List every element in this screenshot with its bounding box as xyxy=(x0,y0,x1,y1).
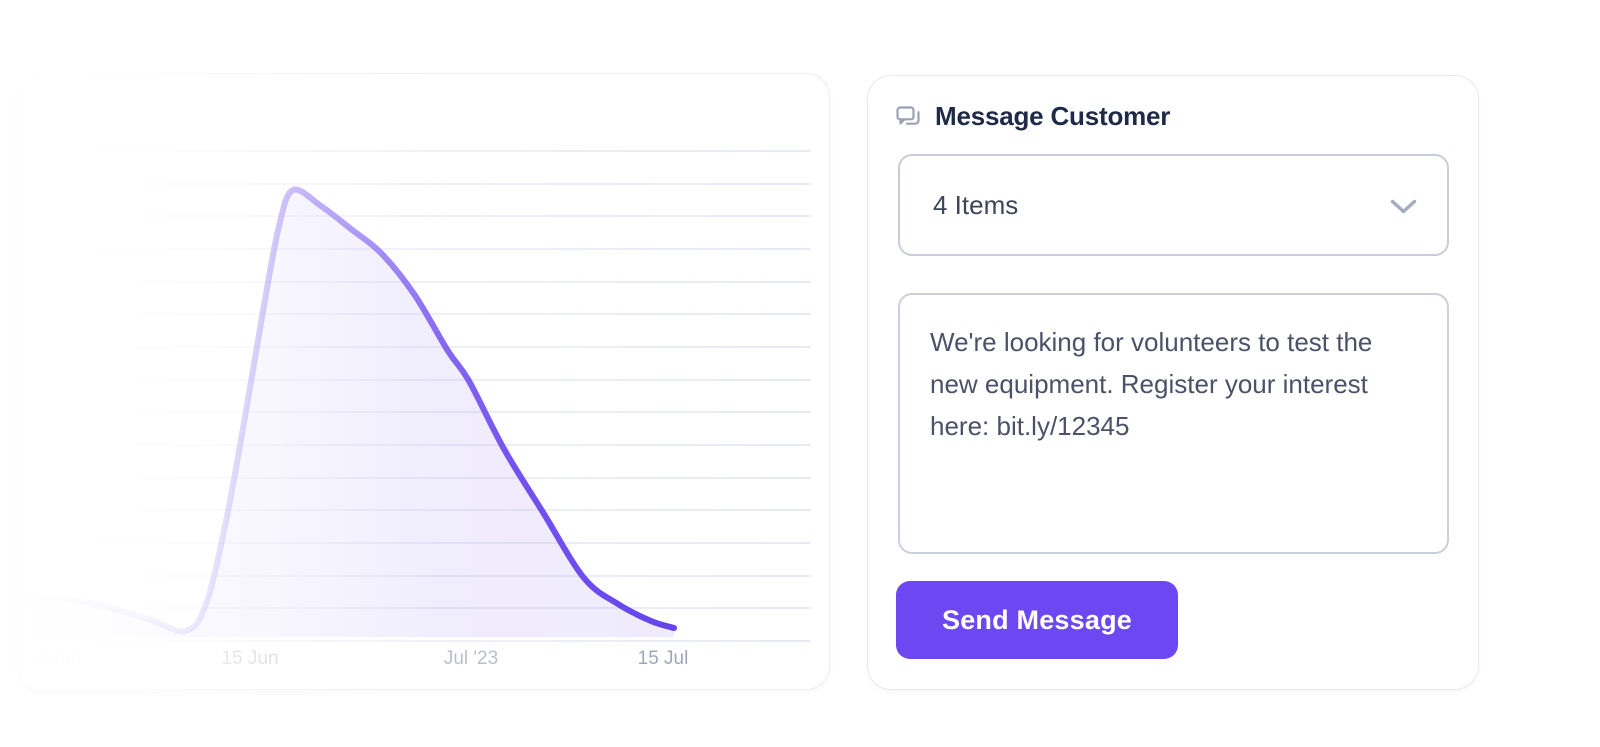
card-header: Message Customer xyxy=(894,101,1170,132)
svg-text:1 Jun: 1 Jun xyxy=(35,648,81,669)
items-dropdown-value: 4 Items xyxy=(933,189,1019,220)
send-message-button[interactable]: Send Message xyxy=(896,581,1178,659)
message-textarea[interactable]: We're looking for volunteers to test the… xyxy=(898,293,1449,554)
card-title: Message Customer xyxy=(935,101,1171,131)
svg-text:15 Jul: 15 Jul xyxy=(638,648,689,669)
svg-text:Jul '23: Jul '23 xyxy=(444,648,498,669)
chat-bubbles-icon xyxy=(894,103,922,131)
area-chart: 1 Jun 15 Jun Jul '23 15 Jul xyxy=(19,150,811,669)
chevron-down-icon xyxy=(1390,199,1417,215)
svg-text:15 Jun: 15 Jun xyxy=(221,648,278,669)
trend-chart-card: 1 Jun 15 Jun Jul '23 15 Jul xyxy=(17,72,831,691)
chart-x-axis-labels: 1 Jun 15 Jun Jul '23 15 Jul xyxy=(35,648,689,669)
message-customer-card: Message Customer 4 Items We're looking f… xyxy=(867,75,1479,690)
items-dropdown[interactable]: 4 Items xyxy=(898,154,1449,256)
